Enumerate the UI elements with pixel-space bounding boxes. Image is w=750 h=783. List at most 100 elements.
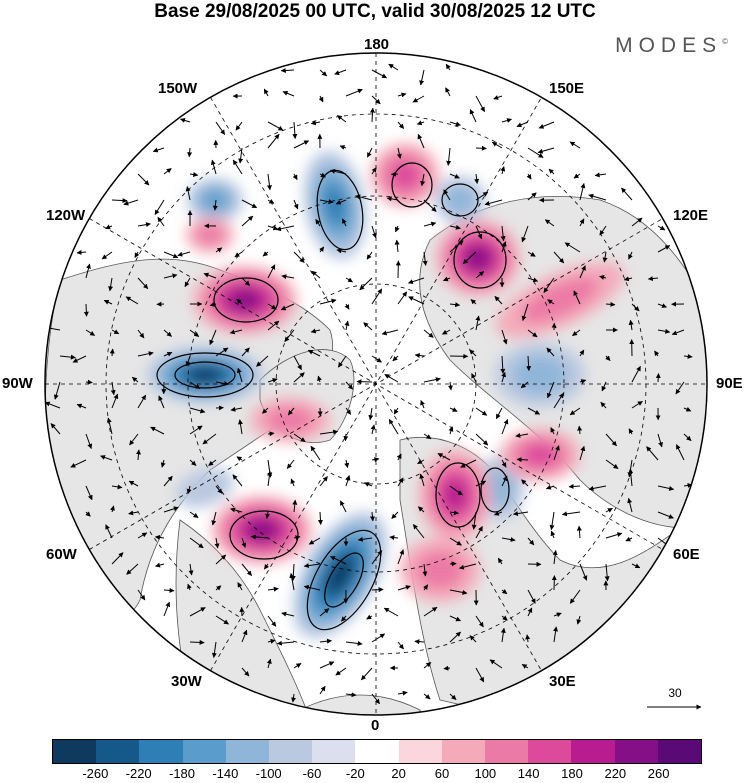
wind-arrow <box>417 133 425 149</box>
wind-arrow <box>573 173 581 179</box>
wind-arrow <box>366 147 373 158</box>
colorbar-cell <box>312 740 356 763</box>
wind-arrow <box>284 329 295 343</box>
wind-arrow <box>344 320 350 331</box>
wind-arrow <box>675 444 685 461</box>
polar-map <box>44 52 708 716</box>
wind-arrow <box>443 189 451 201</box>
negative-anomaly <box>203 190 227 210</box>
wind-arrow <box>371 225 377 239</box>
positive-anomaly <box>443 480 467 510</box>
wind-arrow <box>397 121 405 129</box>
wind-arrow <box>163 587 175 593</box>
wind-arrow <box>396 147 402 159</box>
wind-arrow <box>209 329 217 346</box>
wind-arrow <box>383 607 399 617</box>
wind-arrow <box>419 69 425 86</box>
wind-arrow <box>576 525 582 539</box>
wind-arrow <box>475 315 481 331</box>
wind-arrow <box>241 629 248 643</box>
contour <box>306 529 382 631</box>
wind-arrow <box>100 455 113 461</box>
wind-arrow <box>303 563 321 569</box>
contour <box>156 352 254 398</box>
wind-arrow <box>211 511 217 526</box>
wind-arrow <box>307 349 321 357</box>
colorbar-cell <box>441 740 486 763</box>
wind-arrow <box>475 433 489 446</box>
wind-arrow <box>501 118 512 123</box>
wind-arrow <box>538 121 555 129</box>
wind-arrow <box>263 563 270 570</box>
wind-arrow <box>527 589 536 604</box>
contour <box>229 510 299 560</box>
wind-arrow <box>396 453 402 461</box>
positive-anomaly <box>416 550 464 590</box>
wind-arrow <box>319 429 339 435</box>
wind-arrow <box>475 615 484 628</box>
wind-arrow <box>491 141 503 149</box>
wind-arrow <box>366 614 373 620</box>
wind-arrow <box>525 634 531 643</box>
wind-arrow <box>631 365 641 383</box>
wind-arrow <box>588 485 607 491</box>
wind-arrow <box>345 407 352 415</box>
colorbar-cell <box>528 740 572 763</box>
wind-arrow <box>111 393 119 409</box>
wind-arrow <box>339 145 347 150</box>
wind-arrow <box>550 427 556 435</box>
wind-arrow <box>625 536 633 542</box>
contour <box>435 462 481 528</box>
colorbar-cell <box>355 740 399 763</box>
wind-arrow <box>495 407 503 420</box>
brand-mark: © <box>722 37 728 46</box>
wind-arrow <box>527 192 537 201</box>
wind-arrow <box>417 459 425 465</box>
wind-arrow <box>564 242 581 253</box>
wind-arrow <box>460 459 477 468</box>
wind-arrow <box>241 347 250 357</box>
wind-arrow <box>123 199 139 206</box>
wind-arrow <box>423 329 434 338</box>
geopotential-contours <box>156 162 510 631</box>
positive-anomaly <box>522 443 558 467</box>
wind-arrow <box>163 251 179 259</box>
wind-arrow <box>572 329 581 337</box>
contour <box>453 231 507 289</box>
lon-label-30w: 30W <box>171 673 202 690</box>
wind-arrow <box>103 299 113 305</box>
wind-arrow <box>371 587 384 593</box>
wind-arrow <box>683 406 692 412</box>
wind-arrow <box>588 193 607 201</box>
wind-arrow <box>657 245 671 253</box>
wind-arrow <box>330 556 347 565</box>
lon-label-30e: 30E <box>549 673 576 690</box>
wind-arrow <box>599 225 607 236</box>
negative-anomaly <box>444 185 476 215</box>
colorbar-cell <box>398 740 442 763</box>
wind-arrow <box>631 217 643 227</box>
wind-arrow <box>449 302 461 308</box>
wind-arrow <box>449 631 461 643</box>
wind-arrow <box>210 159 217 175</box>
wind-arrow <box>388 418 399 435</box>
wind-arrow <box>408 296 425 305</box>
wind-arrow <box>293 355 302 371</box>
wind-arrow <box>293 372 305 383</box>
wind-arrow <box>215 121 226 135</box>
wind-arrow <box>184 277 191 288</box>
wind-arrow <box>128 510 139 516</box>
contour <box>324 552 364 608</box>
wind-arrow <box>493 95 503 100</box>
wind-arrow <box>369 511 375 522</box>
brand-logo: MODES© <box>615 34 728 58</box>
wind-arrow <box>381 329 399 336</box>
wind-arrow <box>232 159 243 175</box>
wind-arrow <box>370 424 376 435</box>
positive-anomaly <box>390 161 420 189</box>
wind-arrow <box>417 506 425 513</box>
wind-arrow <box>501 537 516 542</box>
wind-arrow <box>137 222 151 228</box>
wind-arrow <box>501 589 508 595</box>
wind-arrow <box>422 563 428 577</box>
